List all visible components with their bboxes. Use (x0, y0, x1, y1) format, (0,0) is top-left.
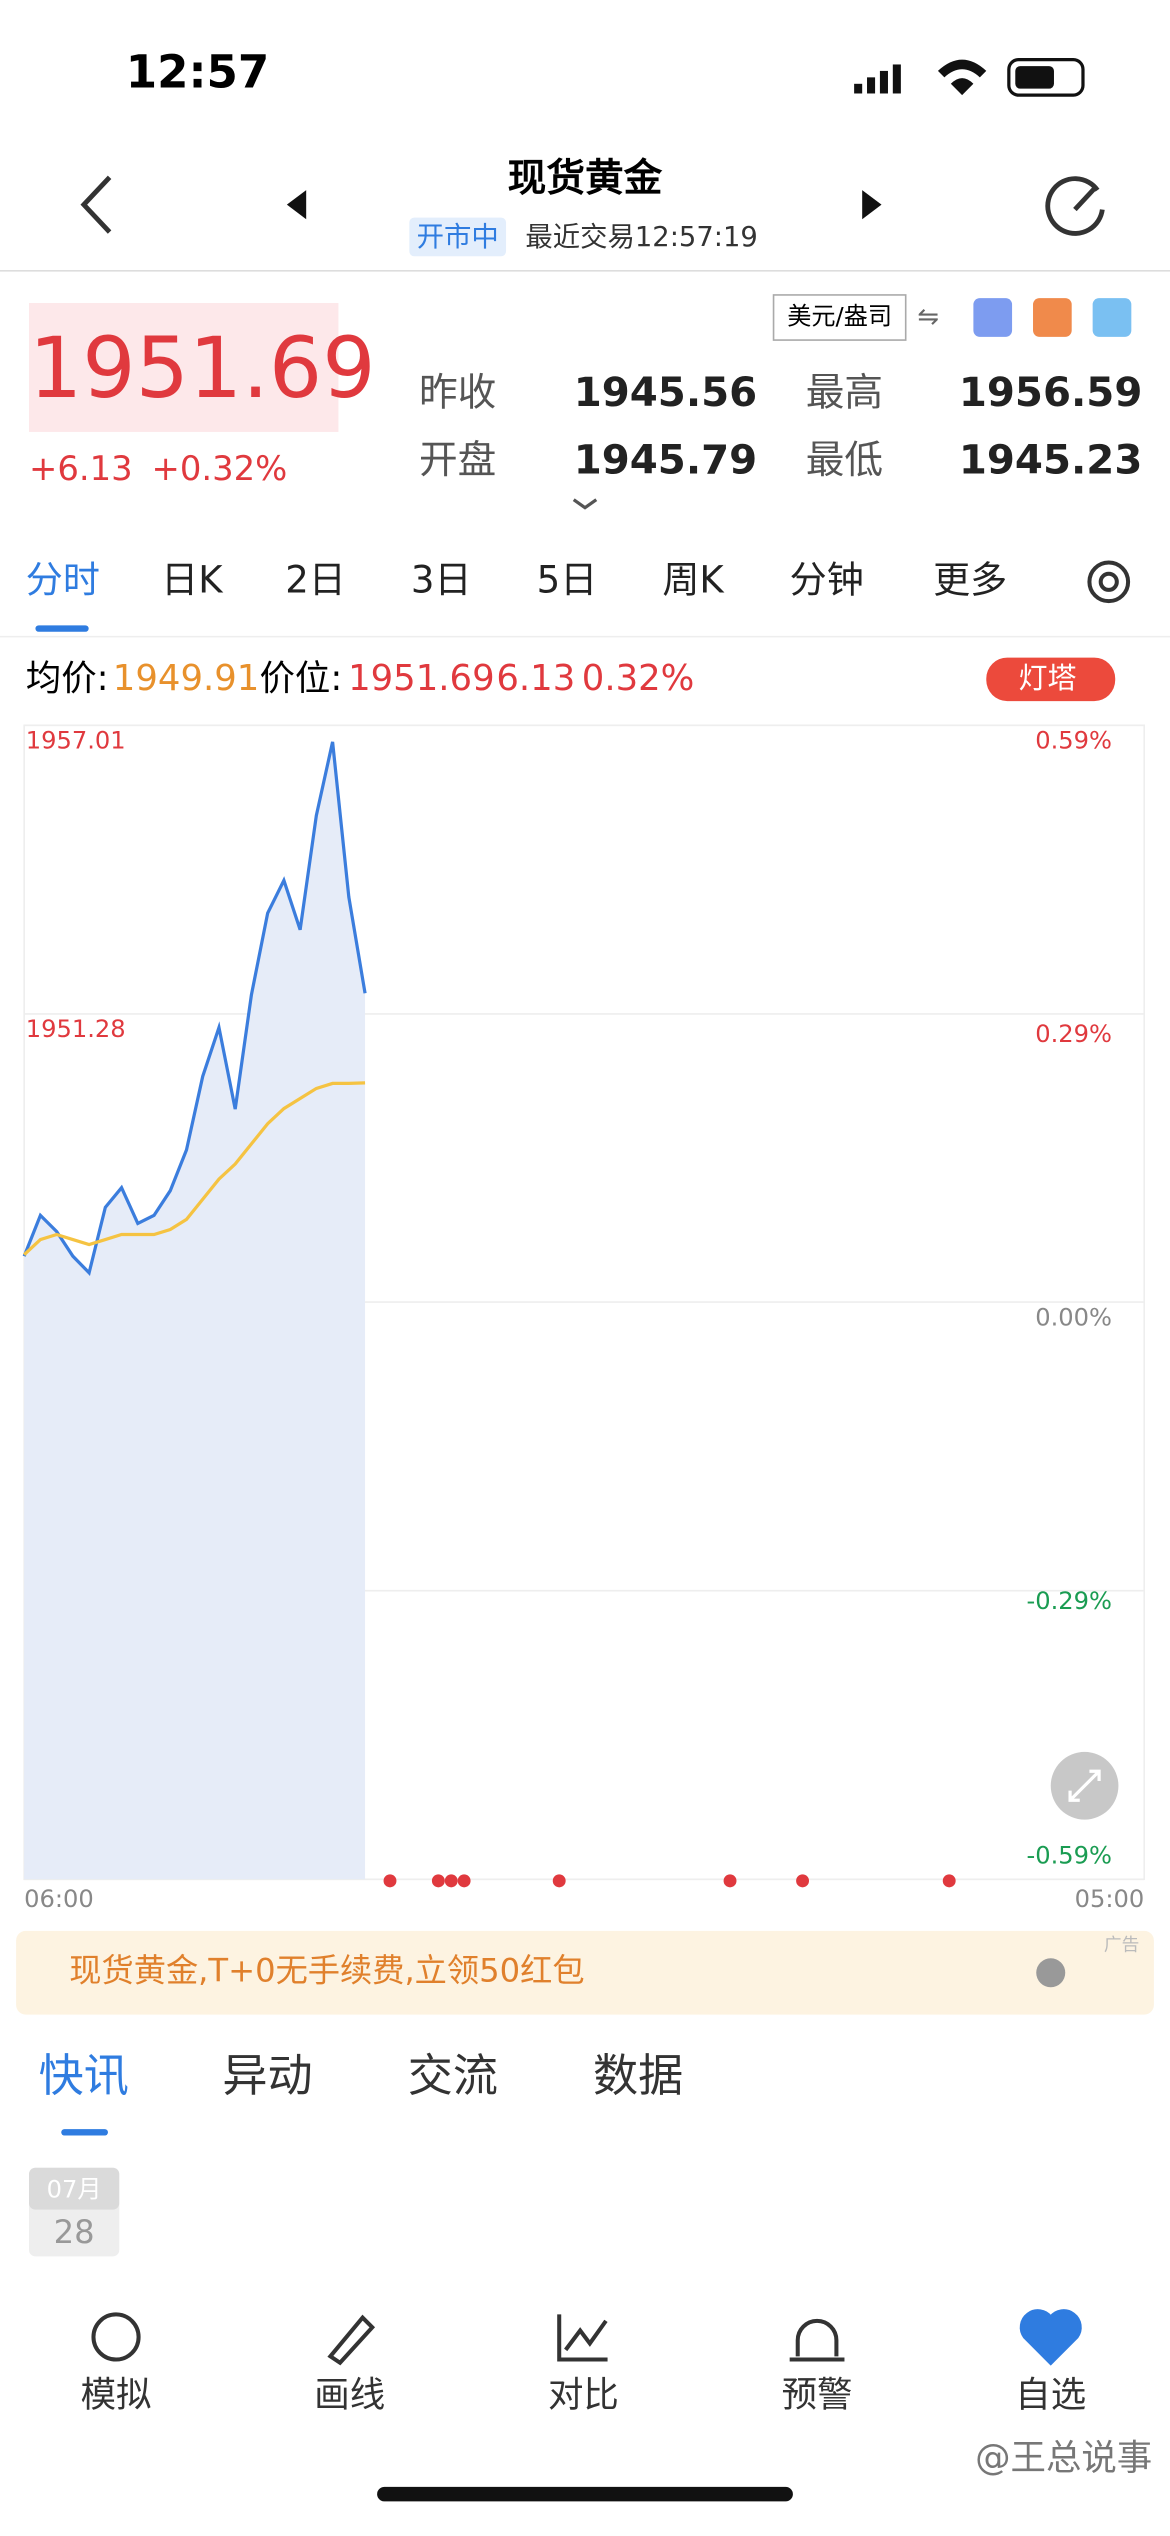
price-label: 价位: (259, 658, 342, 699)
price-bg (29, 303, 339, 432)
badge (409, 217, 507, 257)
bottom-tab[interactable]: 对比 (548, 2375, 619, 2416)
period-tab[interactable]: 5日 (537, 558, 598, 601)
period-tab[interactable]: 更多 (933, 558, 1007, 601)
date-day: 28 (54, 2213, 95, 2251)
news-tab[interactable]: 异动 (222, 2049, 312, 2102)
avg-value: 1949.91 (113, 658, 260, 699)
back-button[interactable] (80, 175, 112, 234)
badge[interactable] (986, 657, 1116, 702)
y2-tick-label: 0.29% (1035, 1020, 1112, 1048)
last-trade: 最近交易12:57:19 (525, 222, 757, 253)
change: +6.13 (29, 449, 133, 488)
next-button[interactable] (862, 190, 882, 220)
news-tab[interactable]: 交流 (408, 2049, 498, 2102)
x-tick-label: 06:00 (24, 1885, 94, 1913)
stat-value: 1945.23 (959, 437, 1142, 484)
stat-label: 最低 (806, 438, 883, 483)
badge-text: 灯塔 (1019, 661, 1077, 695)
period-tab[interactable]: 2日 (285, 558, 346, 601)
home-indicator (377, 2486, 793, 2502)
y2-tick-label: -0.59% (1027, 1842, 1112, 1870)
period-tab[interactable]: 周K (662, 558, 725, 601)
stat-value: 1945.56 (574, 369, 757, 416)
event-dots (383, 1874, 956, 1888)
tool-icon[interactable] (973, 298, 1013, 337)
ad-text: 现货黄金,T+0无手续费,立领50红包 (69, 1952, 584, 1990)
period-tab[interactable]: 3日 (411, 558, 472, 601)
price: 1951.69 (29, 319, 376, 417)
bottom-tab[interactable]: 模拟 (81, 2375, 152, 2416)
status-time: 12:57 (126, 46, 270, 99)
refresh-button[interactable] (1045, 176, 1105, 236)
ad-close[interactable] (1036, 1958, 1066, 1988)
prev-button[interactable] (286, 190, 307, 220)
bottom-icons (91, 2309, 1082, 2366)
news-tab[interactable]: 数据 (593, 2049, 683, 2102)
swap-icon[interactable]: ⇋ (917, 302, 939, 332)
tab-underline (61, 2129, 108, 2136)
status-icons (854, 58, 1085, 97)
change-pct: +0.32% (151, 449, 287, 488)
y2-tick-label: -0.29% (1027, 1587, 1112, 1615)
y2-tick-label: 0.00% (1035, 1303, 1112, 1331)
market-state: 开市中 (417, 222, 499, 253)
settings-icon[interactable] (1087, 560, 1131, 604)
title: 现货黄金 (508, 156, 663, 201)
news-tab[interactable]: 快讯 (39, 2049, 129, 2102)
y-tick-label: 1957.01 (26, 726, 126, 754)
price-line (22, 741, 367, 1276)
bottom-tab[interactable]: 画线 (314, 2375, 385, 2416)
bottom-tab[interactable]: 自选 (1015, 2375, 1086, 2416)
tool-icon[interactable] (1033, 298, 1072, 337)
stat-label: 昨收 (419, 370, 496, 415)
bottom-tab[interactable]: 预警 (782, 2375, 853, 2416)
unit: 美元/盎司 (787, 303, 892, 331)
avg-label: 均价: (26, 658, 109, 699)
stat-label: 最高 (806, 370, 883, 415)
watermark: @王总说事 (975, 2437, 1152, 2478)
price-value: 1951.69 (348, 658, 495, 699)
change-pct-value: 0.32% (582, 658, 695, 699)
stat-label: 开盘 (419, 438, 496, 483)
tool-icon[interactable] (1092, 298, 1132, 337)
period-tab[interactable]: 分时 (26, 558, 100, 601)
expand-chevron[interactable] (572, 498, 598, 510)
y-tick-label: 1951.28 (26, 1015, 126, 1043)
change-value: 6.13 (496, 658, 575, 699)
ad-tag: 广告 (1104, 1934, 1139, 1955)
y2-tick-label: 0.59% (1035, 726, 1112, 754)
date-head (29, 2167, 120, 2210)
tab-underline (35, 625, 89, 632)
stat-value: 1956.59 (959, 369, 1142, 416)
date-month: 07月 (47, 2175, 102, 2203)
ad-bar[interactable] (16, 1930, 1154, 2015)
stat-value: 1945.79 (574, 437, 757, 484)
period-tab[interactable]: 日K (161, 558, 224, 601)
area-fill (24, 741, 366, 1880)
price-line (23, 1081, 366, 1256)
fullscreen-icon (1068, 1769, 1101, 1802)
x-tick-label: 05:00 (1075, 1885, 1145, 1913)
period-tab[interactable]: 分钟 (790, 558, 864, 601)
unit-box[interactable] (772, 294, 907, 341)
